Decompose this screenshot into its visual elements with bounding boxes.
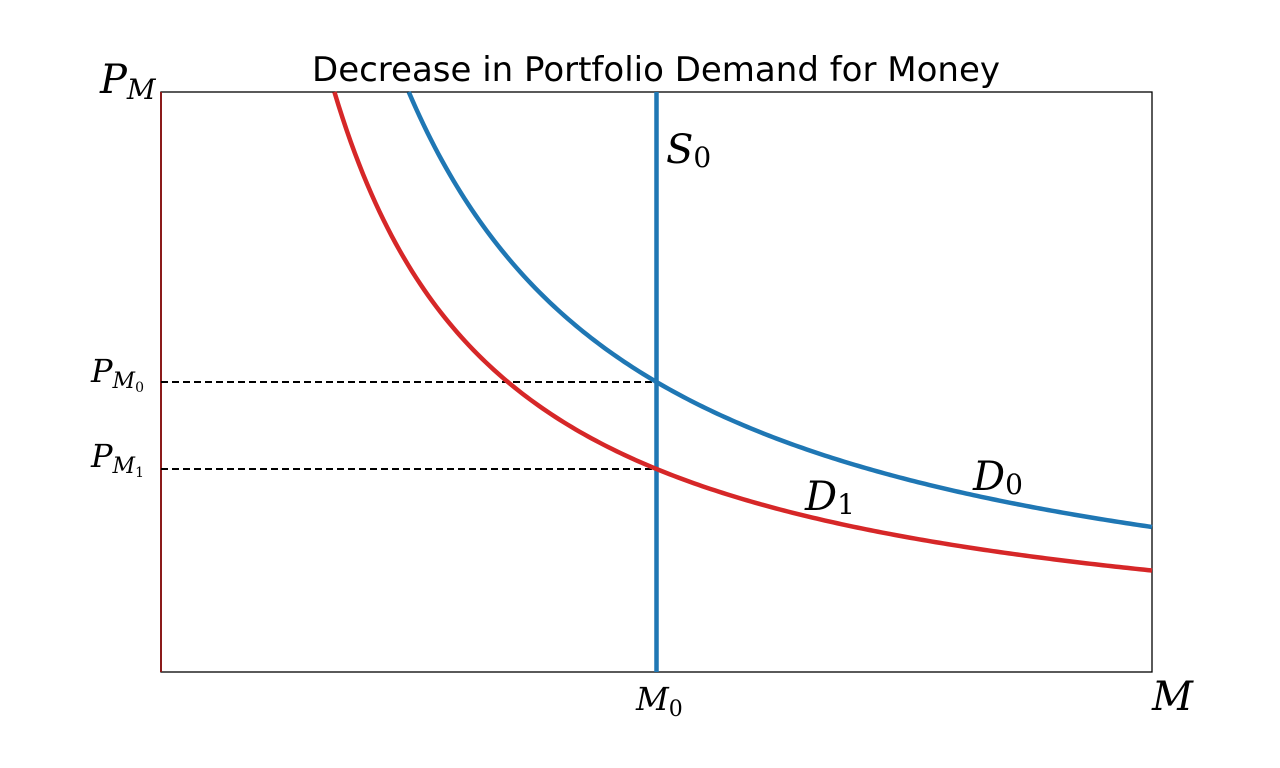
series-label-s0: S0: [666, 127, 711, 174]
y-axis-title: PM: [99, 57, 157, 106]
x-tick-label-m0: M0: [635, 680, 683, 722]
series-line-d1: [332, 91, 1153, 573]
series-label-d1: D1: [804, 474, 855, 521]
chart-title: Decrease in Portfolio Demand for Money: [312, 50, 1000, 90]
y-tick-label-pm0: PM0: [90, 352, 144, 396]
x-axis-title: M: [1151, 674, 1194, 720]
guide-lines: [161, 381, 657, 470]
series-line-d0: [406, 91, 1153, 530]
series-label-d0: D0: [972, 454, 1023, 501]
series-lines: [332, 91, 1153, 672]
y-tick-label-pm1: PM1: [90, 437, 144, 481]
